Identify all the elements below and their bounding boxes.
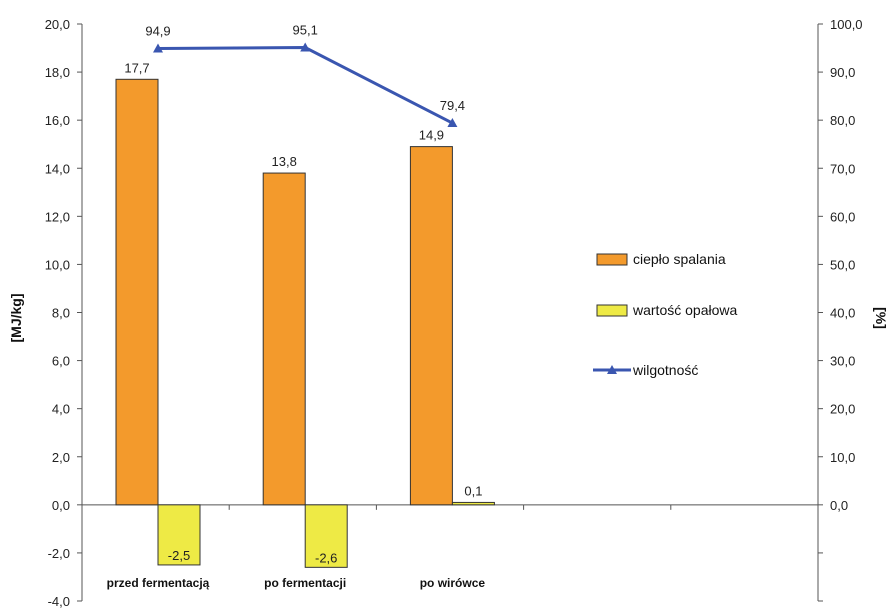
- bar-data-label: 14,9: [419, 128, 444, 143]
- y-axis-title: [MJ/kg]: [8, 294, 24, 343]
- bars: [115, 78, 495, 568]
- y-tick-label: 20,0: [45, 17, 70, 32]
- y-tick-label: 14,0: [45, 161, 70, 176]
- y2-tick-label: 60,0: [830, 209, 855, 224]
- y-tick-label: 18,0: [45, 65, 70, 80]
- line-point-marker: [447, 118, 458, 128]
- y2-tick-label: 80,0: [830, 113, 855, 128]
- bar-data-label: 0,1: [464, 483, 482, 498]
- bar-data-label: 17,7: [124, 60, 149, 75]
- y2-tick-label: 30,0: [830, 354, 855, 369]
- y-tick-label: 4,0: [52, 402, 70, 417]
- y2-tick-label: 10,0: [830, 450, 855, 465]
- line-wilgotnosc: [157, 46, 454, 125]
- y2-tick-label: 90,0: [830, 65, 855, 80]
- y-tick-label: 2,0: [52, 450, 70, 465]
- y2-axis-title: [%]: [873, 307, 889, 329]
- axes: -4,0 -2,0 0,0 2,0 4,0 6,0 8,0 10,0 12,0 14,0 16,0 1…: [45, 17, 863, 609]
- legend-swatch: [596, 253, 628, 266]
- category-label: przed fermentacją: [107, 576, 210, 590]
- bar-wartosc: [157, 504, 201, 566]
- y2-tick-label: 0,0: [830, 498, 848, 513]
- y-tick-label: 10,0: [45, 257, 70, 272]
- legend-swatch: [596, 304, 628, 317]
- bar-cieplo: [262, 172, 306, 506]
- y-tick-label: -4,0: [48, 594, 70, 609]
- y2-tick-label: 70,0: [830, 161, 855, 176]
- y2-tick-label: 20,0: [830, 402, 855, 417]
- y2-tick-label: 50,0: [830, 257, 855, 272]
- bar-wartosc: [304, 504, 348, 568]
- legend: ciepło spalania wartość opałowa wilgotność: [593, 251, 737, 378]
- line-data-label: 94,9: [145, 24, 170, 39]
- bar-cieplo: [115, 78, 159, 506]
- line-series: [153, 42, 458, 128]
- bar-data-label: -2,5: [168, 548, 190, 563]
- y2-tick-label: 40,0: [830, 306, 855, 321]
- line-data-label: 95,1: [293, 23, 318, 38]
- legend-entry: ciepło spalania: [633, 251, 726, 267]
- category-label: po wirówce: [420, 576, 486, 590]
- category-labels: przed fermentacją po fermentacji po wirówc…: [107, 576, 486, 590]
- legend-entry: wilgotność: [632, 362, 698, 378]
- bar-data-label: -2,6: [315, 550, 337, 565]
- y-tick-label: 0,0: [52, 498, 70, 513]
- line-data-label: 79,4: [440, 98, 465, 113]
- bar-data-label: 13,8: [272, 154, 297, 169]
- category-label: po fermentacji: [264, 576, 346, 590]
- y-tick-label: 6,0: [52, 354, 70, 369]
- legend-swatch-marker: [607, 365, 617, 374]
- bar-cieplo: [409, 146, 453, 506]
- y-tick-label: -2,0: [48, 546, 70, 561]
- legend-entry: wartość opałowa: [632, 302, 737, 318]
- y2-tick-label: 100,0: [830, 17, 863, 32]
- data-labels: 17,7 -2,5 13,8 -2,6 14,9 0,1 94,9 95,1 79,4: [124, 23, 482, 566]
- line-point-marker: [300, 42, 311, 52]
- y-tick-label: 12,0: [45, 209, 70, 224]
- bar-wartosc: [451, 501, 495, 506]
- line-point-marker: [153, 43, 163, 53]
- y-tick-label: 16,0: [45, 113, 70, 128]
- y-tick-label: 8,0: [52, 306, 70, 321]
